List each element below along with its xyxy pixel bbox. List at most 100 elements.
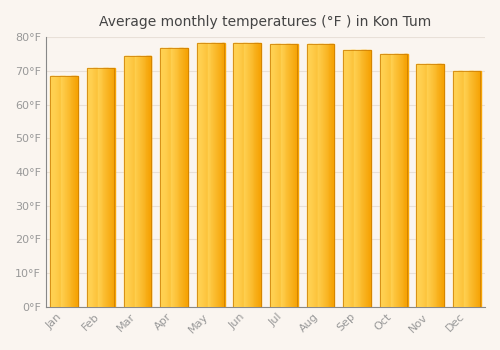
- Bar: [173, 48, 174, 307]
- Bar: [430, 64, 432, 307]
- Bar: [347, 50, 348, 307]
- Bar: [76, 76, 78, 307]
- Bar: [441, 64, 442, 307]
- Bar: [176, 48, 177, 307]
- Bar: [94, 69, 96, 307]
- Bar: [453, 71, 454, 307]
- Bar: [402, 54, 403, 307]
- Bar: [58, 76, 59, 307]
- Bar: [72, 76, 73, 307]
- Bar: [143, 56, 144, 307]
- Bar: [90, 69, 91, 307]
- Bar: [368, 50, 369, 307]
- Bar: [426, 64, 427, 307]
- Bar: [207, 43, 208, 307]
- Bar: [112, 69, 113, 307]
- Bar: [276, 44, 277, 307]
- Bar: [404, 54, 405, 307]
- Bar: [168, 48, 170, 307]
- Bar: [344, 50, 346, 307]
- Bar: [242, 43, 243, 307]
- Bar: [182, 48, 184, 307]
- Bar: [203, 43, 204, 307]
- Bar: [279, 44, 280, 307]
- Bar: [434, 64, 436, 307]
- Bar: [124, 56, 126, 307]
- Bar: [210, 43, 211, 307]
- Bar: [240, 43, 241, 307]
- Bar: [282, 44, 283, 307]
- Bar: [212, 43, 214, 307]
- Bar: [150, 56, 152, 307]
- Bar: [185, 48, 186, 307]
- Bar: [220, 43, 222, 307]
- Bar: [57, 76, 58, 307]
- Bar: [92, 69, 94, 307]
- Bar: [176, 48, 178, 307]
- Bar: [220, 43, 221, 307]
- Bar: [222, 43, 224, 307]
- Bar: [466, 71, 468, 307]
- Bar: [397, 54, 398, 307]
- Bar: [202, 43, 203, 307]
- Bar: [237, 43, 238, 307]
- Bar: [54, 76, 56, 307]
- Bar: [367, 50, 368, 307]
- Bar: [200, 43, 201, 307]
- Bar: [184, 48, 186, 307]
- Bar: [380, 54, 381, 307]
- Bar: [396, 54, 398, 307]
- Bar: [292, 44, 293, 307]
- Bar: [318, 44, 319, 307]
- Bar: [65, 76, 66, 307]
- Bar: [460, 71, 462, 307]
- Bar: [316, 44, 317, 307]
- Bar: [114, 69, 115, 307]
- Bar: [380, 54, 407, 307]
- Bar: [330, 44, 332, 307]
- Bar: [240, 43, 242, 307]
- Bar: [390, 54, 391, 307]
- Bar: [208, 43, 210, 307]
- Bar: [326, 44, 327, 307]
- Bar: [313, 44, 314, 307]
- Bar: [252, 43, 254, 307]
- Bar: [256, 43, 258, 307]
- Bar: [270, 44, 297, 307]
- Bar: [322, 44, 324, 307]
- Bar: [132, 56, 133, 307]
- Bar: [321, 44, 322, 307]
- Bar: [72, 76, 74, 307]
- Bar: [149, 56, 150, 307]
- Bar: [187, 48, 188, 307]
- Bar: [138, 56, 140, 307]
- Bar: [380, 54, 382, 307]
- Bar: [126, 56, 128, 307]
- Bar: [384, 54, 386, 307]
- Bar: [424, 64, 426, 307]
- Bar: [398, 54, 400, 307]
- Bar: [354, 50, 356, 307]
- Bar: [139, 56, 140, 307]
- Bar: [283, 44, 284, 307]
- Bar: [318, 44, 320, 307]
- Bar: [250, 43, 251, 307]
- Bar: [178, 48, 179, 307]
- Bar: [133, 56, 134, 307]
- Bar: [477, 71, 478, 307]
- Bar: [58, 76, 60, 307]
- Bar: [306, 44, 334, 307]
- Bar: [205, 43, 206, 307]
- Bar: [311, 44, 312, 307]
- Bar: [88, 69, 89, 307]
- Bar: [278, 44, 280, 307]
- Bar: [387, 54, 388, 307]
- Bar: [454, 71, 455, 307]
- Bar: [436, 64, 437, 307]
- Bar: [391, 54, 392, 307]
- Bar: [148, 56, 150, 307]
- Bar: [320, 44, 322, 307]
- Bar: [234, 43, 236, 307]
- Bar: [257, 43, 258, 307]
- Bar: [236, 43, 238, 307]
